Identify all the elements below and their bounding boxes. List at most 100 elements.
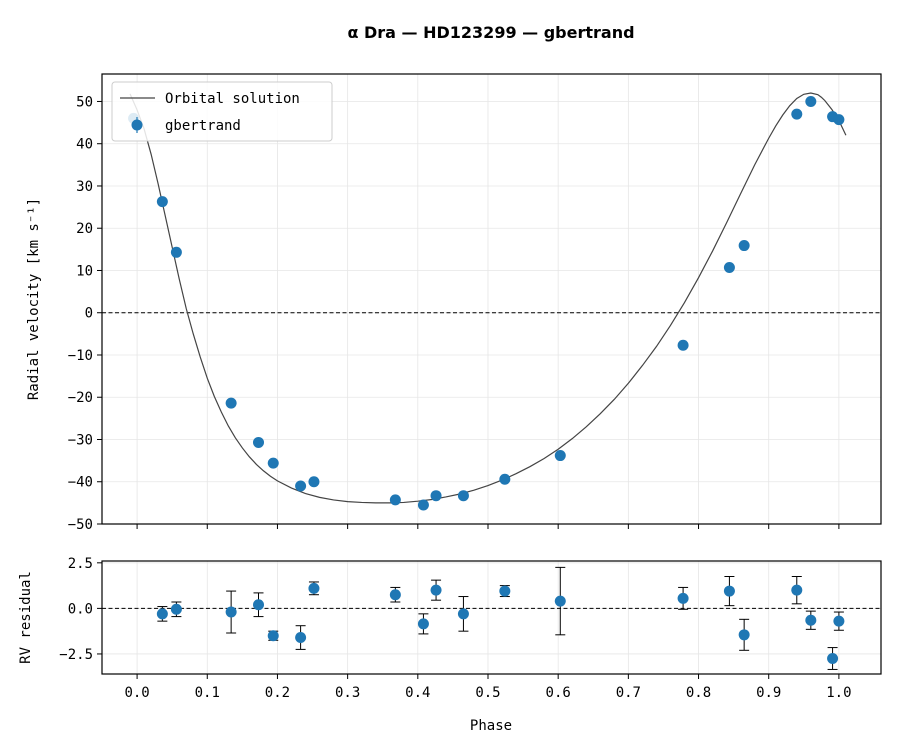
rv-data-points <box>128 95 845 511</box>
legend-box <box>111 81 333 142</box>
rv-frame <box>101 73 882 525</box>
residual-ytick-label-1: 0.0 <box>68 601 93 617</box>
residual-point-9 <box>430 584 442 596</box>
residual-point-3 <box>253 599 265 611</box>
rv-point-3 <box>225 397 237 409</box>
rv-ytick-label-3: −20 <box>68 390 93 406</box>
residual-point-5 <box>295 632 307 644</box>
residual-point-10 <box>457 608 469 620</box>
legend: Orbital solution gbertrand <box>111 81 333 142</box>
rv-ytick-label-6: 10 <box>76 263 93 279</box>
residual-point-group-1 <box>170 601 182 618</box>
residual-point-4 <box>267 630 279 642</box>
residual-point-group-3 <box>253 592 265 618</box>
rv-point-2 <box>170 246 182 258</box>
residual-point-group-10 <box>457 596 469 632</box>
residual-point-16 <box>791 584 803 596</box>
residual-xtick-label-0: 0.0 <box>124 685 149 701</box>
residual-point-11 <box>499 585 511 597</box>
residual-point-group-5 <box>295 625 307 650</box>
residual-panel-grid <box>102 561 881 674</box>
rv-ytick-label-2: −30 <box>68 432 93 448</box>
residual-point-group-14 <box>723 575 735 607</box>
rv-ytick-label-9: 40 <box>76 137 93 153</box>
residual-point-group-18 <box>827 647 839 670</box>
residual-xtick-label-1: 0.1 <box>195 685 220 701</box>
residual-xtick-label-10: 1.0 <box>826 685 851 701</box>
residual-point-group-15 <box>738 618 750 651</box>
legend-point-swatch <box>131 119 143 131</box>
legend-label-orbital-solution: Orbital solution <box>165 91 300 107</box>
rv-point-17 <box>791 108 803 120</box>
residual-xtick-label-6: 0.6 <box>546 685 571 701</box>
residual-point-group-19 <box>833 611 845 631</box>
rv-ytick-label-0: −50 <box>68 517 93 533</box>
residual-point-18 <box>827 653 839 665</box>
residual-panel: −2.5 0.0 2.5 0.0 0.1 0.2 0.3 0.4 0.5 0.6 0.7 0.8 0.9… <box>18 556 882 734</box>
rv-ytick-label-7: 20 <box>76 221 93 237</box>
rv-point-20 <box>833 114 845 126</box>
residual-xtick-label-2: 0.2 <box>265 685 290 701</box>
residual-panel-axes: −2.5 0.0 2.5 0.0 0.1 0.2 0.3 0.4 0.5 0.6 0.7 0.8 0.9… <box>59 556 882 701</box>
residual-point-group-8 <box>417 613 429 635</box>
rv-ytick-label-1: −40 <box>68 475 93 491</box>
residual-point-group-13 <box>677 586 689 610</box>
rv-point-18 <box>805 95 817 107</box>
residual-xtick-label-7: 0.7 <box>616 685 641 701</box>
residual-point-19 <box>833 615 845 627</box>
rv-point-13 <box>554 450 566 462</box>
rv-point-1 <box>156 196 168 208</box>
residual-point-group-9 <box>430 579 442 601</box>
rv-point-10 <box>430 490 442 502</box>
residual-point-7 <box>389 589 401 601</box>
rv-point-14 <box>677 339 689 351</box>
rv-panel: −50 −40 −30 −20 −10 0 10 20 30 40 50 Radial veloci… <box>26 73 882 533</box>
residual-point-group-17 <box>805 610 817 630</box>
residual-point-group-12 <box>554 566 566 636</box>
residual-ytick-label-2: 2.5 <box>68 556 93 572</box>
rv-ytick-label-4: −10 <box>68 348 93 364</box>
residual-xtick-label-5: 0.5 <box>475 685 500 701</box>
residual-xtick-label-3: 0.3 <box>335 685 360 701</box>
residual-point-0 <box>156 608 168 620</box>
residual-xtick-label-4: 0.4 <box>405 685 430 701</box>
residual-point-6 <box>308 582 320 594</box>
rv-point-5 <box>267 457 279 469</box>
residual-point-group-7 <box>389 586 401 603</box>
residual-y-axis-label: RV residual <box>18 571 34 664</box>
rv-point-12 <box>499 473 511 485</box>
residual-point-12 <box>554 595 566 607</box>
rv-point-11 <box>457 490 469 502</box>
residual-xtick-label-9: 0.9 <box>756 685 781 701</box>
residual-point-group-4 <box>267 630 279 642</box>
rv-point-15 <box>723 262 735 274</box>
residual-point-13 <box>677 592 689 604</box>
rv-ytick-label-10: 50 <box>76 94 93 110</box>
residual-point-2 <box>225 606 237 618</box>
rv-point-9 <box>417 499 429 511</box>
rv-y-axis-label: Radial velocity [km s⁻¹] <box>26 198 42 400</box>
residual-xtick-label-8: 0.8 <box>686 685 711 701</box>
rv-ytick-label-8: 30 <box>76 179 93 195</box>
rv-point-16 <box>738 240 750 252</box>
residual-ytick-label-0: −2.5 <box>59 647 93 663</box>
residual-point-group-11 <box>499 585 511 598</box>
legend-label-gbertrand: gbertrand <box>165 118 241 134</box>
residual-data-points <box>156 566 845 670</box>
rv-point-4 <box>253 436 265 448</box>
residual-point-1 <box>170 603 182 615</box>
residual-point-8 <box>417 618 429 630</box>
x-axis-label: Phase <box>470 718 512 734</box>
residual-point-group-6 <box>308 581 320 596</box>
rv-ytick-label-5: 0 <box>85 306 93 322</box>
residual-point-group-16 <box>791 575 803 605</box>
rv-panel-axes: −50 −40 −30 −20 −10 0 10 20 30 40 50 <box>68 73 882 533</box>
residual-point-17 <box>805 614 817 626</box>
residual-point-14 <box>723 585 735 597</box>
residual-frame <box>101 560 882 675</box>
residual-point-group-0 <box>156 606 168 622</box>
chart-title: α Dra — HD123299 — gbertrand <box>347 23 634 42</box>
rv-point-6 <box>295 480 307 492</box>
residual-point-15 <box>738 629 750 641</box>
